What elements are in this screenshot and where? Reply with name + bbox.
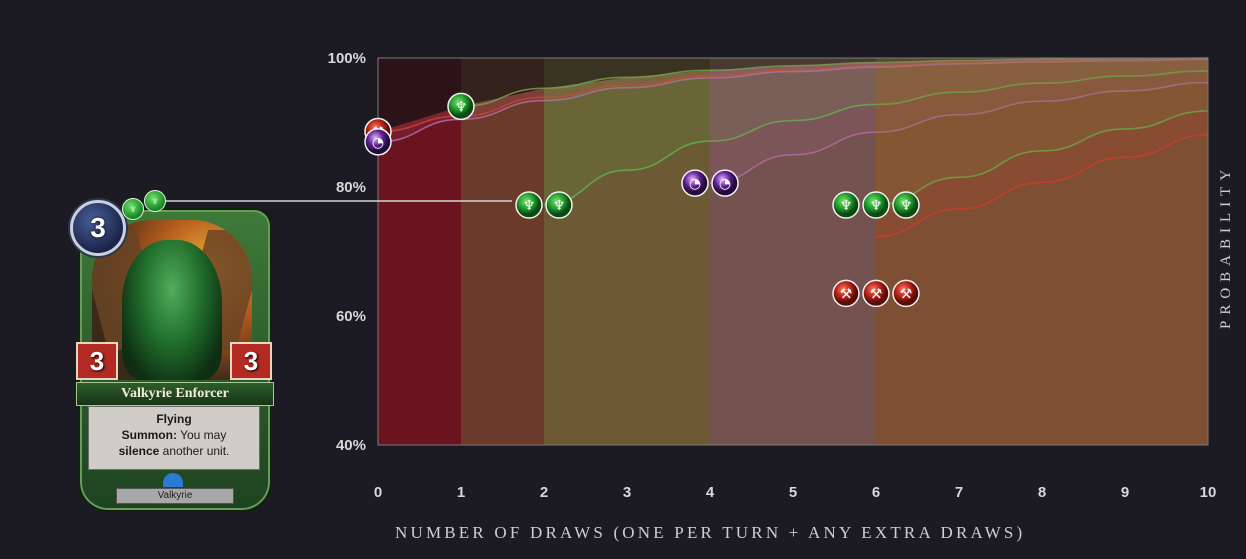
card-cost: 3	[70, 200, 126, 256]
x-tick-label: 8	[1038, 484, 1046, 501]
series-line-4	[709, 81, 1209, 184]
ability-prefix: Summon:	[121, 428, 177, 442]
probability-band-3	[710, 62, 876, 445]
x-tick-label: 10	[1200, 484, 1217, 501]
primal-influence-icon	[862, 191, 890, 219]
card-attack: 3	[76, 342, 118, 380]
y-tick-label: 60%	[336, 308, 366, 325]
series-area-2	[378, 58, 1208, 142]
plot-border	[377, 57, 1209, 446]
primal-influence-icon	[545, 191, 573, 219]
card-text: Flying Summon: You may silence another u…	[88, 406, 260, 470]
card-valkyrie-enforcer[interactable]: 3 ♆ ♆ 3 3 Valkyrie Enforcer Flying Summo…	[70, 186, 280, 516]
fire-influence-icon-glyph: ⚒	[900, 286, 913, 302]
primal-influence-icon-glyph: ♆	[840, 198, 853, 214]
x-tick-label: 2	[540, 484, 548, 501]
fire-influence-icon-glyph: ⚒	[870, 286, 883, 302]
ability-bold: silence	[118, 444, 160, 458]
probability-band-1	[461, 88, 544, 445]
series-line-5	[875, 110, 1209, 206]
y-tick-label: 80%	[336, 179, 366, 196]
ability-text-1: You may	[180, 428, 227, 442]
series-area-1	[378, 58, 1208, 132]
primal-influence-icon	[832, 191, 860, 219]
y-tick-label: 100%	[328, 50, 366, 67]
fire-influence-icon	[892, 279, 920, 308]
y-tick-label: 40%	[336, 437, 366, 454]
ability-text-2: another unit.	[162, 444, 230, 458]
fire-influence-icon	[862, 279, 890, 308]
primal-influence-icon	[447, 92, 475, 121]
card-health-value: 3	[243, 345, 259, 376]
series-area-6	[876, 58, 1208, 237]
series-area-0	[461, 58, 1208, 107]
probability-band-0	[378, 106, 461, 445]
primal-influence-icon	[892, 191, 920, 219]
card-attack-value: 3	[89, 345, 105, 376]
primal-influence-icon-glyph: ♆	[870, 198, 883, 214]
fire-influence-icon	[832, 279, 860, 308]
shadow-influence-icon	[711, 169, 739, 197]
series-area-5	[876, 58, 1208, 206]
x-tick-label: 5	[789, 484, 797, 501]
card-type: Valkyrie	[116, 488, 234, 504]
card-cost-value: 3	[90, 212, 106, 243]
x-tick-label: 0	[374, 484, 382, 501]
fire-influence-icon-glyph: ⚒	[840, 286, 853, 302]
shadow-influence-icon-glyph: ◔	[372, 135, 384, 151]
x-tick-label: 1	[457, 484, 465, 501]
primal-influence-icon: ♆	[122, 198, 144, 220]
series-line-6	[875, 133, 1209, 238]
rarity-gem	[163, 473, 183, 487]
probability-band-4	[876, 58, 1208, 445]
shadow-influence-icon-glyph: ◔	[719, 176, 731, 192]
series-line-3	[543, 70, 1209, 206]
shadow-influence-icon	[364, 128, 392, 156]
primal-influence-icon-glyph: ♆	[900, 198, 913, 214]
probability-band-2	[544, 70, 710, 445]
x-tick-label: 4	[706, 484, 715, 501]
card-name: Valkyrie Enforcer	[76, 382, 274, 406]
x-axis-title: NUMBER OF DRAWS (ONE PER TURN + ANY EXTR…	[395, 523, 1026, 542]
card-health: 3	[230, 342, 272, 380]
series-line-0	[460, 57, 1209, 108]
shadow-influence-icon-glyph: ◔	[689, 176, 701, 192]
primal-influence-icon-glyph: ♆	[553, 198, 566, 214]
primal-influence-icon-glyph: ♆	[523, 198, 536, 214]
card-keyword: Flying	[156, 412, 192, 426]
series-area-3	[544, 58, 1208, 206]
x-tick-label: 9	[1121, 484, 1129, 501]
x-tick-label: 3	[623, 484, 631, 501]
shadow-influence-icon	[681, 169, 709, 197]
series-line-2	[377, 58, 1209, 143]
primal-influence-icon: ♆	[144, 190, 166, 212]
x-tick-label: 7	[955, 484, 963, 501]
x-tick-label: 6	[872, 484, 880, 501]
primal-influence-icon	[515, 191, 543, 219]
primal-influence-icon-glyph: ♆	[455, 99, 468, 115]
series-area-4	[710, 58, 1208, 184]
valkyrie-figure	[122, 240, 222, 380]
y-axis-title: PROBABILITY	[1218, 163, 1234, 329]
